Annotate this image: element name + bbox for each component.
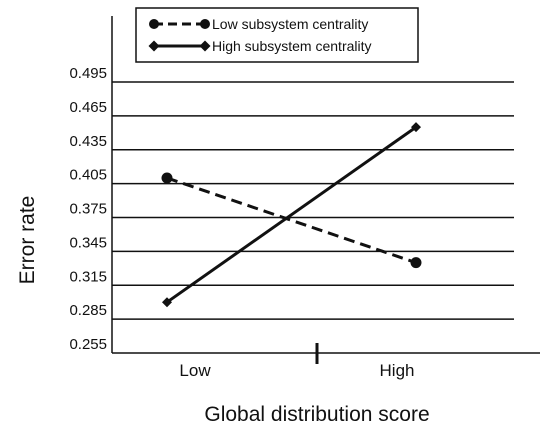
y-axis-title: Error rate: [16, 196, 39, 285]
x-category-label: Low: [179, 361, 211, 380]
y-tick-label: 0.465: [69, 99, 107, 116]
x-category-label: High: [380, 361, 415, 380]
series-lines: [161, 122, 422, 308]
point-marker: [199, 40, 211, 52]
y-tick-label: 0.315: [69, 268, 107, 285]
point-marker: [149, 19, 159, 29]
y-tick-labels: 0.495 0.465 0.435 0.405 0.375 0.345 0.315 0.285…: [69, 65, 107, 353]
y-tick-label: 0.435: [69, 133, 107, 150]
x-category-labels: Low High: [179, 361, 414, 380]
x-axis-title: Global distribution score: [204, 403, 429, 426]
gridlines: [112, 81, 514, 320]
legend-label: Low subsystem centrality: [212, 16, 368, 32]
point-marker: [162, 297, 172, 308]
y-tick-label: 0.495: [69, 65, 107, 82]
point-marker: [410, 257, 422, 269]
legend-box: [135, 7, 419, 63]
y-tick-label: 0.345: [69, 234, 107, 251]
series-line: [166, 125, 417, 304]
legend-label: High subsystem centrality: [212, 38, 372, 54]
series-line: [166, 176, 417, 265]
y-tick-label: 0.285: [69, 302, 107, 319]
point-marker: [161, 172, 173, 184]
point-marker: [411, 122, 421, 133]
y-tick-label: 0.405: [69, 167, 107, 184]
y-tick-label: 0.255: [69, 336, 107, 353]
point-marker: [200, 19, 210, 29]
legend: Low subsystem centrality High subsystem c…: [135, 7, 419, 63]
point-marker: [148, 40, 160, 52]
y-tick-label: 0.375: [69, 201, 107, 218]
